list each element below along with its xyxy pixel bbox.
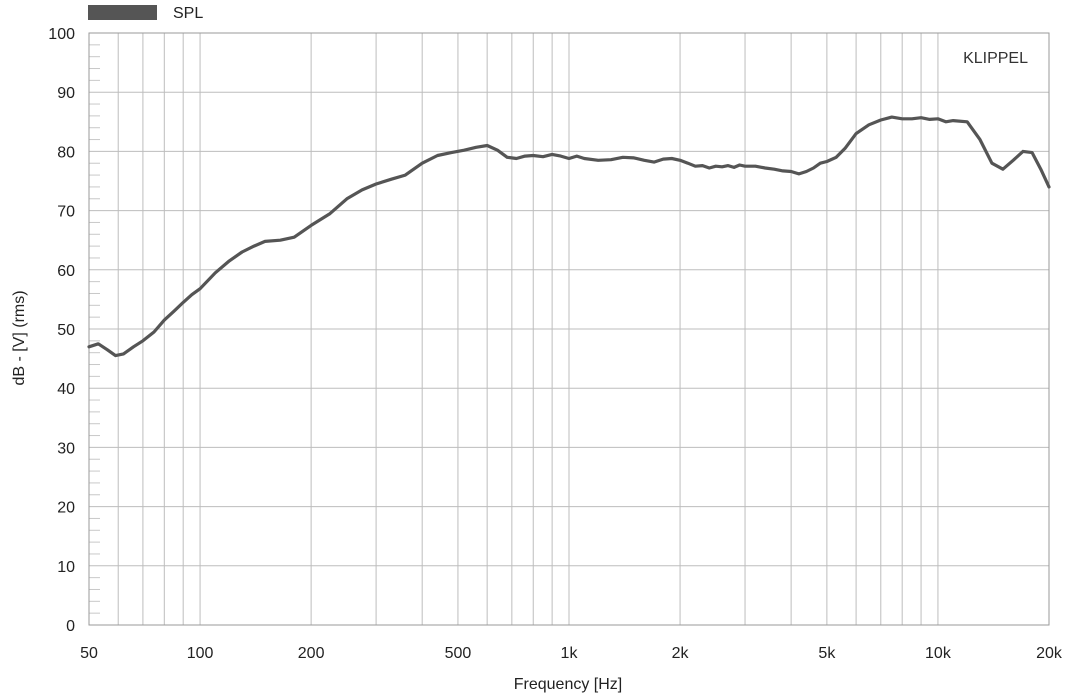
y-tick-label: 90 [57,85,75,102]
x-tick-label: 1k [561,645,579,662]
legend: SPL [88,5,203,22]
x-tick-label: 100 [187,645,214,662]
legend-swatch-spl [88,5,157,20]
legend-label-spl: SPL [173,5,203,22]
x-axis-title: Frequency [Hz] [514,676,622,693]
x-tick-label: 20k [1036,645,1063,662]
y-tick-label: 60 [57,263,75,280]
y-tick-label: 0 [66,618,75,635]
x-tick-labels: 50 100 200 500 1k 2k 5k 10k 20k [80,645,1063,662]
x-tick-label: 50 [80,645,98,662]
y-axis-title: dB - [V] (rms) [11,290,28,385]
y-grid [89,91,1049,567]
x-tick-label: 2k [672,645,690,662]
y-tick-label: 70 [57,204,75,221]
y-tick-label: 30 [57,440,75,457]
plot-frame [88,32,1050,626]
x-tick-label: 200 [298,645,325,662]
y-tick-label: 10 [57,559,75,576]
y-tick-label: 40 [57,381,75,398]
x-tick-label: 5k [818,645,836,662]
y-tick-labels: 0 10 20 30 40 50 60 70 80 90 100 [48,26,75,635]
y-tick-label: 50 [57,322,75,339]
y-tick-label: 20 [57,500,75,517]
y-tick-label: 80 [57,144,75,161]
watermark: KLIPPEL [963,50,1028,67]
x-tick-label: 10k [925,645,952,662]
y-tick-label: 100 [48,26,75,43]
y-minor-grid [89,44,100,614]
series-layer [87,115,1051,358]
series-line-spl [87,115,1051,358]
x-tick-label: 500 [445,645,472,662]
